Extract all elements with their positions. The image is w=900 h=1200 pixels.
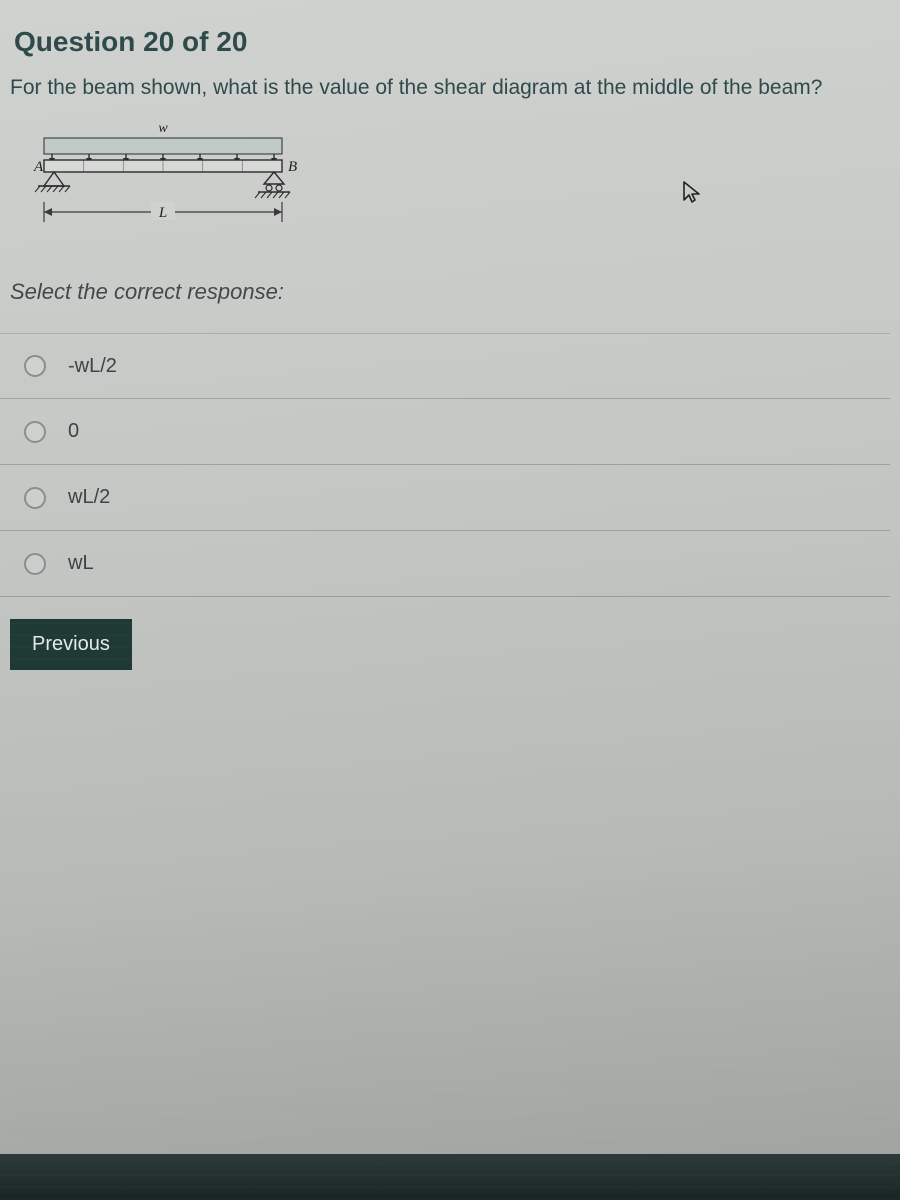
beam-diagram: w A B L xyxy=(16,114,890,249)
cursor-icon xyxy=(680,180,704,211)
radio-icon[interactable] xyxy=(24,487,46,509)
svg-text:w: w xyxy=(158,121,168,136)
option-label: -wL/2 xyxy=(68,355,117,378)
svg-text:B: B xyxy=(288,159,297,175)
radio-icon[interactable] xyxy=(24,421,46,443)
radio-icon[interactable] xyxy=(24,355,46,377)
question-prompt: For the beam shown, what is the value of… xyxy=(10,76,890,100)
option-row[interactable]: -wL/2 xyxy=(0,333,890,399)
option-label: wL/2 xyxy=(68,486,110,509)
instruction-text: Select the correct response: xyxy=(10,279,890,305)
options-list: -wL/2 0 wL/2 wL xyxy=(0,333,890,597)
option-label: wL xyxy=(68,552,94,575)
svg-text:A: A xyxy=(33,159,44,175)
bottom-bar xyxy=(0,1154,900,1200)
option-row[interactable]: wL/2 xyxy=(0,465,890,531)
previous-button[interactable]: Previous xyxy=(10,619,132,670)
radio-icon[interactable] xyxy=(24,553,46,575)
option-row[interactable]: wL xyxy=(0,531,890,597)
option-label: 0 xyxy=(68,420,79,443)
option-row[interactable]: 0 xyxy=(0,399,890,465)
question-title: Question 20 of 20 xyxy=(14,26,890,58)
svg-text:L: L xyxy=(158,205,167,221)
